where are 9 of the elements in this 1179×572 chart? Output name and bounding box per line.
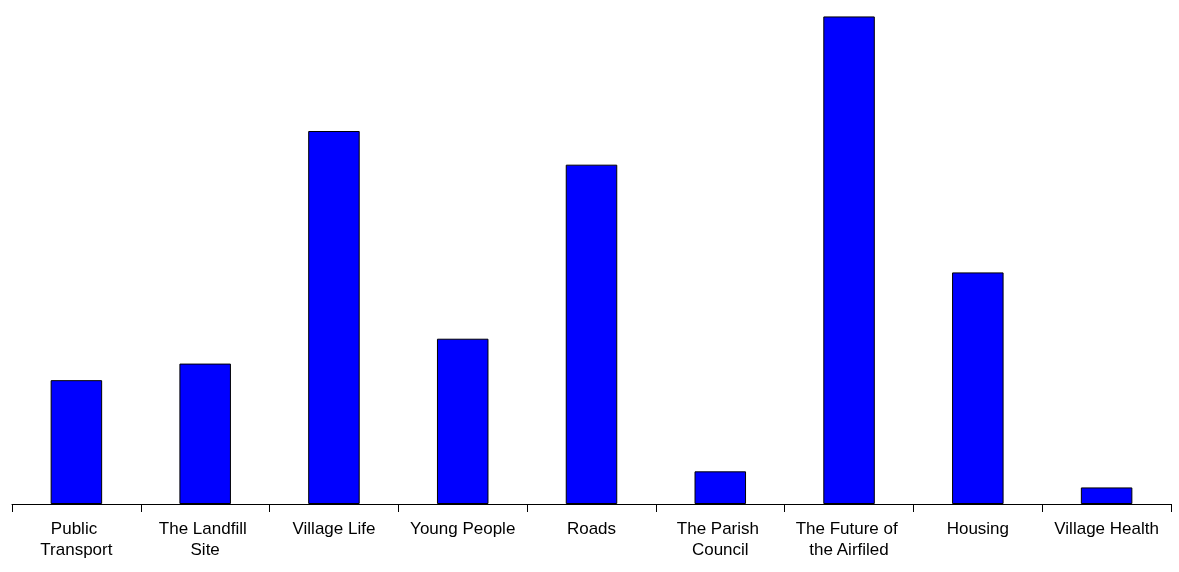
x-tick-label: Housing — [946, 519, 1010, 538]
x-tick-label: The Parish Council — [676, 519, 764, 559]
x-tick-label: Village Life — [292, 519, 376, 538]
x-tick-label: Public Transport — [40, 519, 113, 559]
x-tick-label: Village Health — [1054, 519, 1159, 538]
x-tick-label: The Landfill Site — [158, 519, 252, 559]
x-tick-label: The Future of the Airfiled — [795, 519, 903, 559]
x-tick-label: Young People — [410, 519, 516, 538]
x-tick-label: Roads — [566, 519, 617, 538]
